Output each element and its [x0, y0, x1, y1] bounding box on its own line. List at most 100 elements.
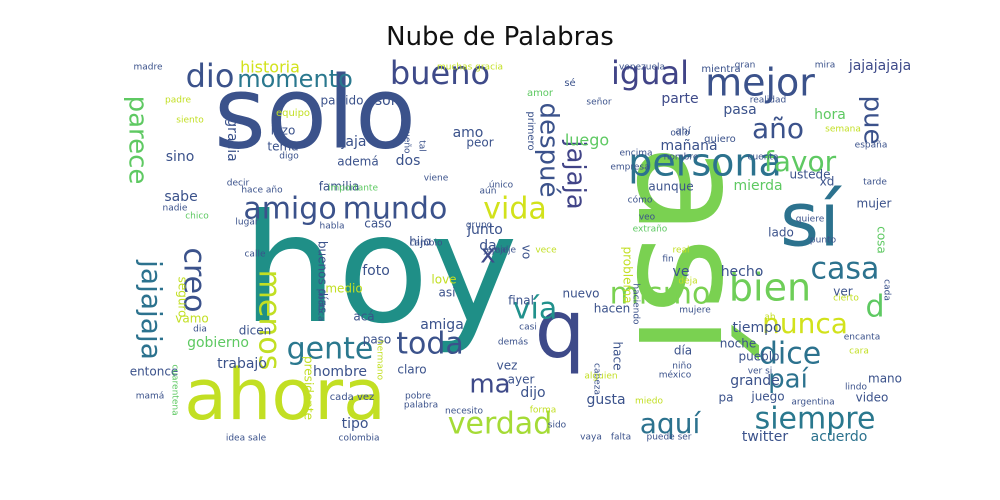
word-97: tema	[267, 140, 298, 154]
word-195: mal	[492, 246, 509, 256]
word-53: ve	[673, 264, 690, 280]
word-169: nombre	[664, 153, 699, 163]
word-165: cierto	[833, 294, 859, 304]
word-49: mierda	[733, 178, 782, 194]
word-138: hace año	[241, 186, 283, 196]
word-52: da	[479, 238, 496, 254]
word-84: pa	[719, 391, 734, 405]
word-45: luego	[565, 131, 609, 150]
word-114: amor	[527, 88, 554, 99]
word-26: vía	[513, 292, 557, 327]
word-60: grande	[730, 373, 780, 389]
word-58: hombre	[313, 364, 367, 380]
word-74: ver	[833, 285, 852, 299]
word-9: igual	[611, 54, 689, 92]
word-33: jajaja	[561, 139, 591, 209]
word-128: madre	[133, 63, 162, 73]
word-28: favor	[764, 145, 837, 178]
word-157: méxico	[659, 370, 692, 381]
word-145: política	[316, 289, 326, 322]
word-63: twitter	[742, 429, 788, 445]
word-103: entonce	[130, 365, 179, 379]
word-110: primero	[525, 111, 536, 150]
word-56: gobierno	[187, 335, 249, 351]
word-1: así	[603, 144, 777, 360]
word-76: xd	[820, 175, 835, 189]
word-80: día	[674, 344, 692, 358]
word-5: q	[535, 283, 586, 376]
word-136: digo	[279, 152, 299, 162]
word-120: presidente	[302, 356, 316, 420]
word-73: cosa	[875, 226, 889, 254]
word-79: hace	[611, 342, 625, 371]
word-161: cara	[849, 347, 869, 357]
word-21: gente	[287, 332, 374, 367]
word-155: niño	[672, 362, 692, 372]
word-72: vez	[497, 359, 518, 373]
word-39: historia	[240, 58, 300, 77]
word-160: lindo	[845, 383, 867, 393]
word-59: dijo	[520, 385, 545, 401]
word-131: gran	[735, 61, 756, 71]
word-126: falta	[611, 433, 631, 443]
word-71: buenos días	[316, 241, 330, 313]
word-118: real	[672, 246, 689, 256]
word-4: sí	[780, 176, 842, 264]
word-154: cabeza	[592, 363, 602, 395]
word-61: tipo	[342, 416, 369, 432]
word-194: jejejeje	[483, 246, 517, 256]
word-101: vamo	[175, 312, 209, 326]
word-111: peor	[466, 136, 493, 150]
word-62: gusta	[586, 392, 625, 408]
word-54: amiga	[420, 317, 464, 333]
word-65: gracia	[224, 118, 240, 161]
word-137: decir	[227, 179, 250, 189]
word-27: año	[752, 112, 804, 145]
word-40: jajajajaja	[848, 58, 911, 74]
word-112: quiero	[704, 134, 736, 145]
word-8: bueno	[390, 54, 490, 92]
word-92: vo	[520, 245, 534, 259]
word-64: acuerdo	[811, 429, 868, 445]
word-10: dio	[186, 57, 235, 95]
word-47: pasa	[723, 102, 756, 118]
word-2: solo	[214, 54, 416, 171]
word-85: juego	[750, 390, 784, 404]
word-95: familia	[319, 180, 360, 194]
word-23: mismo	[610, 277, 711, 312]
word-124: sido	[548, 421, 567, 431]
word-134: padre	[165, 96, 191, 106]
word-69: dos	[396, 153, 421, 169]
word-99: ademá	[337, 155, 378, 169]
word-41: sólo	[375, 93, 403, 109]
word-102: dicen	[239, 324, 272, 338]
word-192: cada	[882, 279, 892, 301]
word-175: empresa	[610, 163, 649, 173]
word-87: ayer	[508, 373, 535, 387]
word-179: deja	[678, 277, 697, 287]
word-116: mientra	[701, 64, 740, 75]
word-35: paí	[768, 365, 808, 395]
word-22: toda	[396, 327, 464, 362]
word-135: siento	[176, 116, 204, 126]
word-105: medio	[325, 282, 362, 296]
word-107: final	[508, 294, 534, 308]
word-0: hoy	[242, 183, 518, 357]
word-173: odio	[670, 129, 690, 139]
word-174: encima	[620, 149, 653, 159]
word-156: miedo	[635, 397, 664, 407]
word-151: palabra	[404, 401, 438, 411]
word-141: chico	[185, 212, 209, 222]
word-142: lugar	[235, 218, 258, 228]
word-78: aunque	[648, 180, 693, 194]
word-149: hermano	[375, 340, 385, 381]
word-167: quiere	[796, 215, 825, 225]
word-20: aquí	[640, 407, 702, 440]
word-113: ahí	[675, 125, 691, 137]
word-123: colombia	[339, 434, 380, 444]
word-55: foto	[362, 263, 390, 279]
word-29: creo	[177, 248, 212, 313]
word-32: jajajaja	[135, 259, 168, 360]
word-30: menos	[252, 270, 287, 371]
word-153: forma	[530, 406, 557, 416]
